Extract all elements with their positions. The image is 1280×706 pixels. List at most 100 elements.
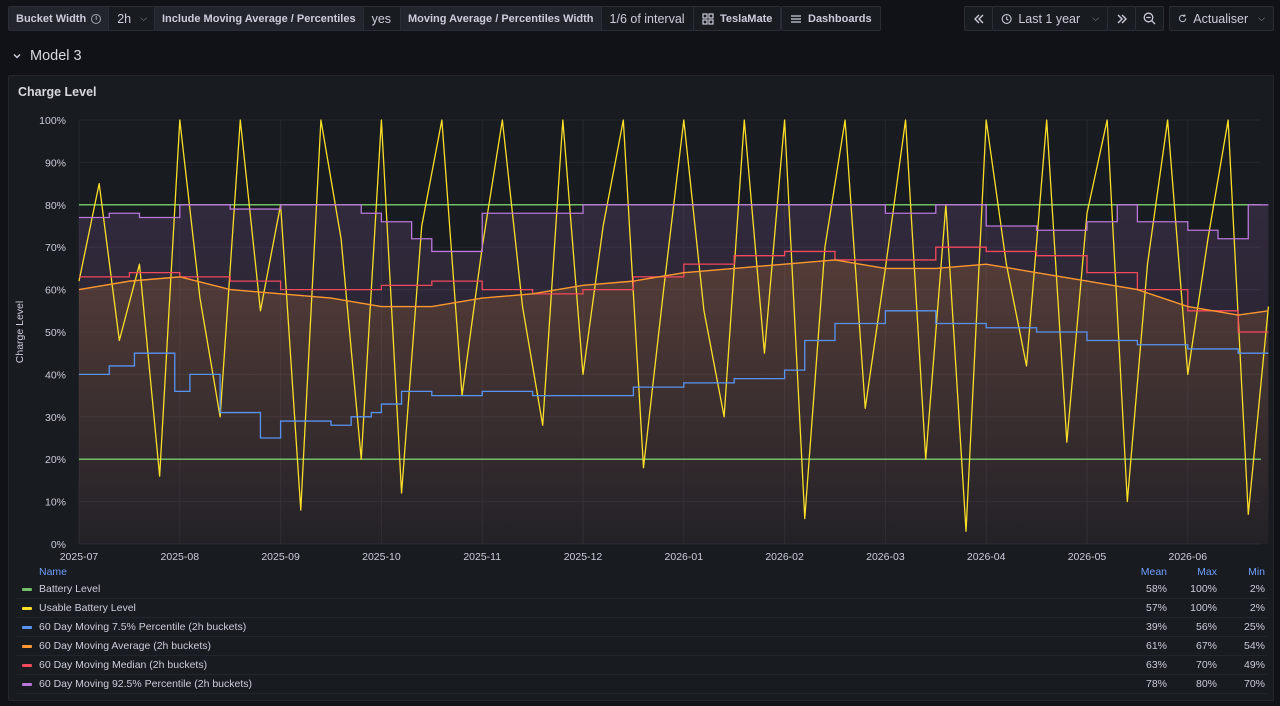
legend-mean: 61% <box>1145 640 1167 652</box>
apps-grid-icon <box>702 12 714 25</box>
legend-color-swatch <box>22 663 32 667</box>
legend-min: 49% <box>1243 659 1265 671</box>
zoom-out-icon <box>1143 12 1156 25</box>
variable-include-moving-average[interactable]: Include Moving Average / Percentiles yes… <box>154 6 416 31</box>
time-shift-forward-button[interactable] <box>1107 6 1136 31</box>
row-header[interactable]: Model 3 <box>12 48 82 64</box>
chevron-down-icon: ⌵ <box>140 13 147 23</box>
legend-row-p92-5[interactable]: 60 Day Moving 92.5% Percentile (2h bucke… <box>17 675 1267 694</box>
refresh-icon <box>1178 14 1187 23</box>
x-tick-label: 2026-06 <box>1169 551 1208 563</box>
legend-color-swatch <box>22 606 32 610</box>
x-tick-label: 2025-10 <box>362 551 401 563</box>
legend-max: 56% <box>1195 621 1217 633</box>
x-tick-label: 2026-01 <box>665 551 704 563</box>
charge-level-chart[interactable]: 0% 10% 20% 30% 40% 50% 60% 70% 80% 90% 100% 2025-0… <box>9 76 1275 563</box>
moving-average-line <box>78 259 1269 316</box>
x-tick-label: 2025-09 <box>261 551 300 563</box>
legend-max: 70% <box>1195 659 1217 671</box>
time-range-picker[interactable]: Last 1 year ⌵ <box>992 6 1108 31</box>
legend-series-name: 60 Day Moving Average (2h buckets) <box>39 640 211 652</box>
variable-moving-average-width[interactable]: Moving Average / Percentiles Width 1/6 o… <box>400 6 710 31</box>
teslamate-link-label: TeslaMate <box>720 12 773 25</box>
legend-color-swatch <box>22 682 32 686</box>
legend-color-swatch <box>22 644 32 648</box>
chevron-down-icon <box>13 53 21 59</box>
row-title: Model 3 <box>30 48 82 64</box>
refresh-label: Actualiser <box>1193 11 1249 26</box>
y-tick-label: 70% <box>45 242 66 254</box>
chevron-down-icon[interactable]: ⌵ <box>1258 13 1265 23</box>
legend-row-moving-median[interactable]: 60 Day Moving Median (2h buckets) 63% 70… <box>17 656 1267 675</box>
y-tick-label: 90% <box>45 157 66 169</box>
variable-label: Bucket Width i <box>9 7 110 30</box>
legend-mean: 39% <box>1145 621 1167 633</box>
teslamate-link-button[interactable]: TeslaMate <box>693 6 782 31</box>
legend-header-min[interactable]: Min <box>1248 565 1265 578</box>
y-tick-label: 60% <box>45 285 66 297</box>
y-tick-label: 20% <box>45 454 66 466</box>
x-tick-label: 2026-03 <box>866 551 905 563</box>
y-tick-label: 0% <box>51 539 66 551</box>
legend-max: 100% <box>1190 583 1217 595</box>
legend-mean: 58% <box>1145 583 1167 595</box>
charge-level-panel: Charge Level 0% 10% 20% 30% 40% 50% 60% 70% 80% 9… <box>8 75 1274 701</box>
y-tick-label: 100% <box>39 115 66 127</box>
refresh-button[interactable]: Actualiser ⌵ <box>1169 6 1274 31</box>
legend-min: 2% <box>1249 583 1265 595</box>
legend-header-max[interactable]: Max <box>1197 565 1217 578</box>
clock-icon <box>1001 13 1012 24</box>
y-tick-label: 10% <box>45 497 66 509</box>
double-chevron-left-icon <box>973 14 983 23</box>
x-tick-label: 2025-12 <box>564 551 603 563</box>
legend-min: 2% <box>1249 602 1265 614</box>
legend-min: 70% <box>1243 678 1265 690</box>
legend-series-name: Battery Level <box>39 583 101 595</box>
y-tick-label: 50% <box>45 327 66 339</box>
legend-mean: 57% <box>1145 602 1167 614</box>
legend-min: 54% <box>1243 640 1265 652</box>
chart-areas <box>79 204 1269 545</box>
legend-color-swatch <box>22 587 32 591</box>
y-tick-label: 80% <box>45 200 66 212</box>
dashboards-link-label: Dashboards <box>808 12 872 25</box>
dashboards-link-button[interactable]: Dashboards <box>781 6 881 31</box>
x-tick-label: 2025-11 <box>463 551 501 563</box>
x-tick-label: 2025-07 <box>60 551 99 563</box>
legend-row-usable-battery-level[interactable]: Usable Battery Level 57% 100% 2% <box>17 599 1267 618</box>
info-icon[interactable]: i <box>91 13 102 24</box>
legend-row-p7-5[interactable]: 60 Day Moving 7.5% Percentile (2h bucket… <box>17 618 1267 637</box>
x-tick-label: 2026-05 <box>1068 551 1107 563</box>
series-line <box>79 204 1269 253</box>
legend-series-name: 60 Day Moving 7.5% Percentile (2h bucket… <box>39 621 247 633</box>
time-shift-back-button[interactable] <box>964 6 993 31</box>
time-range-label: Last 1 year <box>1018 11 1081 26</box>
chart-series <box>78 119 1270 532</box>
chevron-down-icon: ⌵ <box>1092 13 1099 23</box>
legend-mean: 78% <box>1145 678 1167 690</box>
dashboard-toolbar: Bucket Width i 2h ⌵ Include Moving Average… <box>0 0 1280 36</box>
x-axis-ticks: 2025-07 2025-08 2025-09 2025-10 2025-11 2025-… <box>60 551 1207 563</box>
legend-row-battery-level[interactable]: Battery Level 58% 100% 2% <box>17 580 1267 599</box>
variable-select[interactable]: 2h ⌵ <box>117 11 147 26</box>
moving-average-area <box>79 259 1269 544</box>
legend-series-name: 60 Day Moving Median (2h buckets) <box>39 659 208 671</box>
legend-header-name[interactable]: Name <box>39 565 68 578</box>
chart-legend: Name Mean Max Min Battery Level 58% 100%… <box>17 563 1267 694</box>
zoom-out-button[interactable] <box>1135 6 1164 31</box>
variable-bucket-width[interactable]: Bucket Width i 2h ⌵ <box>8 6 156 31</box>
y-axis-label: Charge Level <box>14 301 26 363</box>
legend-max: 100% <box>1190 602 1217 614</box>
legend-series-name: Usable Battery Level <box>39 602 136 614</box>
double-chevron-right-icon <box>1117 14 1127 23</box>
legend-header: Name Mean Max Min <box>17 563 1267 580</box>
legend-mean: 63% <box>1145 659 1167 671</box>
legend-row-moving-average[interactable]: 60 Day Moving Average (2h buckets) 61% 6… <box>17 637 1267 656</box>
y-axis-ticks: 0% 10% 20% 30% 40% 50% 60% 70% 80% 90% 100% <box>39 115 66 551</box>
series-line <box>79 310 1269 439</box>
variable-label: Moving Average / Percentiles Width <box>401 7 602 30</box>
legend-header-mean[interactable]: Mean <box>1140 565 1167 578</box>
y-tick-label: 30% <box>45 412 66 424</box>
menu-bars-icon <box>791 14 801 23</box>
series-line <box>79 246 1269 333</box>
